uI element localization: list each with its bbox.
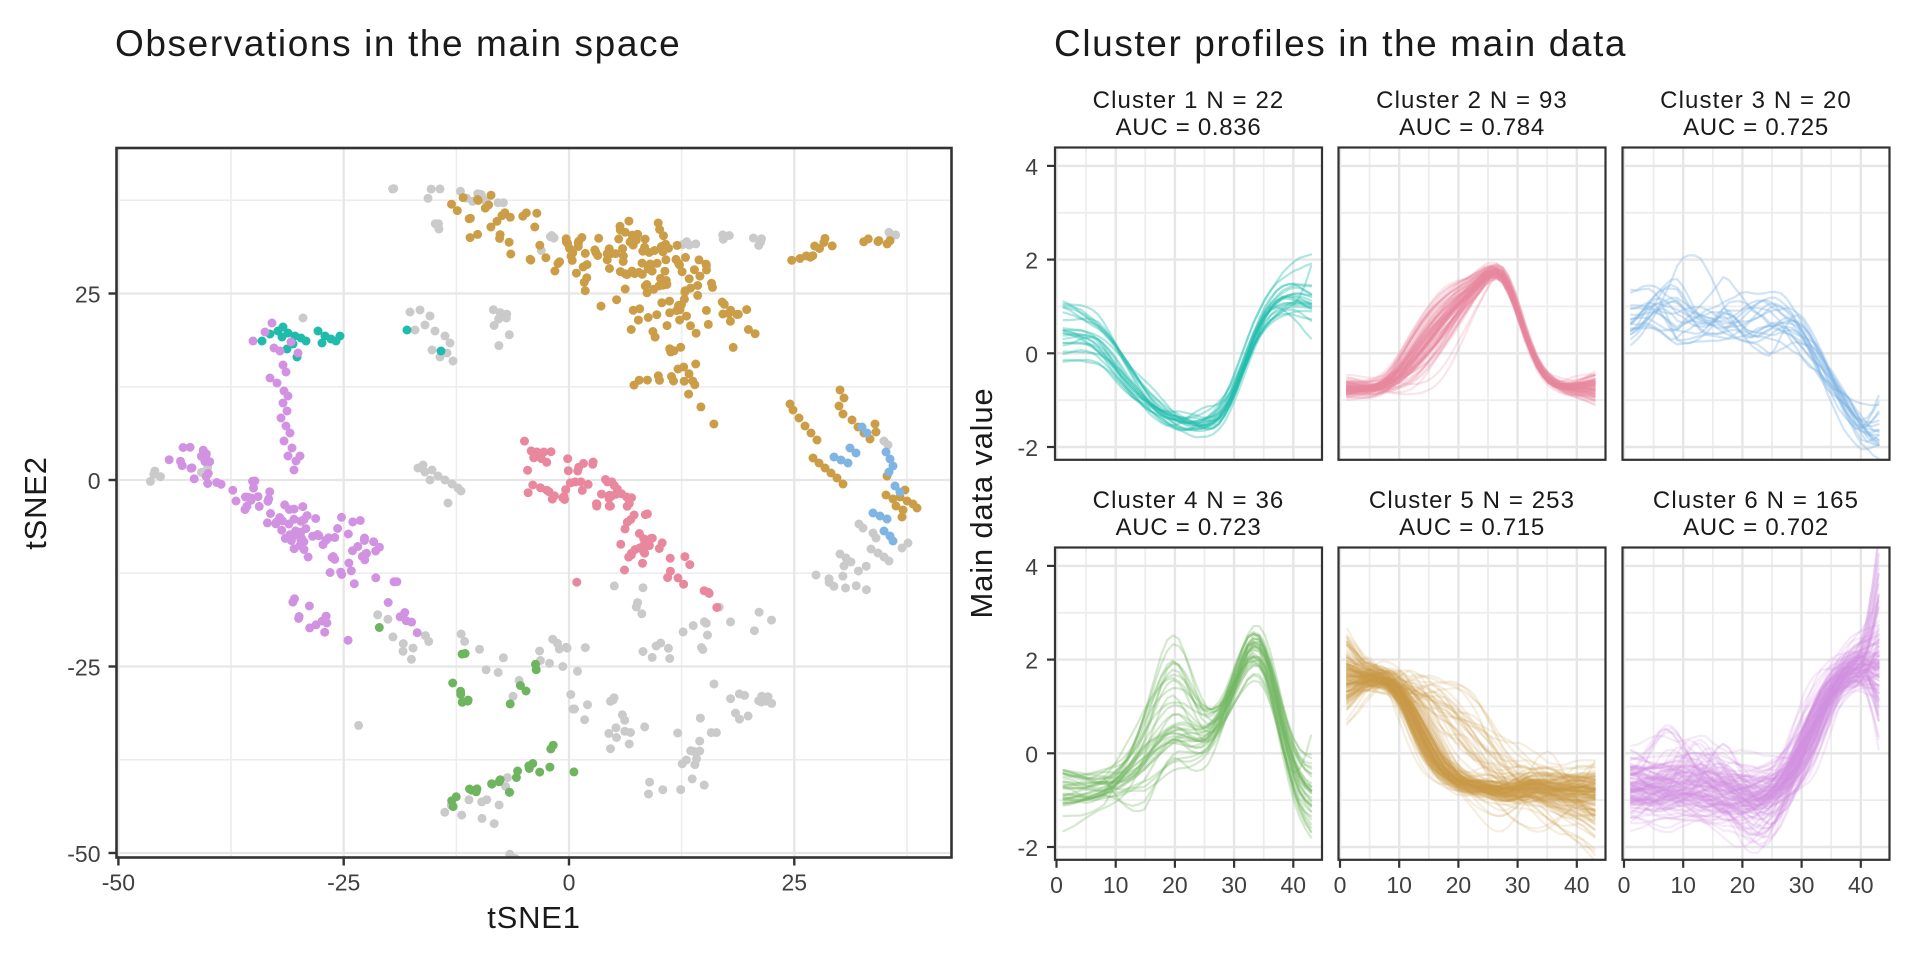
svg-text:tSNE1: tSNE1 xyxy=(487,900,581,935)
svg-text:0: 0 xyxy=(1025,341,1038,367)
svg-text:0: 0 xyxy=(88,468,101,494)
svg-text:4: 4 xyxy=(1025,554,1038,580)
svg-text:Cluster 6 N = 165: Cluster 6 N = 165 xyxy=(1653,487,1859,514)
svg-text:AUC = 0.715: AUC = 0.715 xyxy=(1399,514,1545,541)
svg-text:Cluster 5 N = 253: Cluster 5 N = 253 xyxy=(1369,487,1575,514)
svg-text:25: 25 xyxy=(782,870,808,896)
svg-text:20: 20 xyxy=(1446,872,1472,898)
svg-text:-25: -25 xyxy=(327,870,360,896)
svg-text:Cluster profiles in the main d: Cluster profiles in the main data xyxy=(1054,23,1627,64)
svg-text:10: 10 xyxy=(1386,872,1412,898)
svg-text:Observations in the main space: Observations in the main space xyxy=(115,23,681,64)
svg-text:20: 20 xyxy=(1162,872,1188,898)
svg-text:20: 20 xyxy=(1730,872,1756,898)
svg-text:-50: -50 xyxy=(102,870,135,896)
svg-text:-2: -2 xyxy=(1018,435,1038,461)
svg-text:AUC = 0.723: AUC = 0.723 xyxy=(1116,514,1262,541)
svg-text:-50: -50 xyxy=(67,841,100,867)
svg-text:40: 40 xyxy=(1564,872,1590,898)
svg-text:25: 25 xyxy=(75,282,101,308)
svg-text:AUC = 0.784: AUC = 0.784 xyxy=(1399,114,1545,141)
svg-text:4: 4 xyxy=(1025,154,1038,180)
svg-text:Cluster 3 N = 20: Cluster 3 N = 20 xyxy=(1660,87,1852,114)
svg-text:10: 10 xyxy=(1670,872,1696,898)
svg-text:AUC = 0.836: AUC = 0.836 xyxy=(1116,114,1262,141)
svg-text:0: 0 xyxy=(563,870,576,896)
svg-text:AUC = 0.702: AUC = 0.702 xyxy=(1683,514,1829,541)
svg-text:30: 30 xyxy=(1221,872,1247,898)
svg-text:Cluster 4 N = 36: Cluster 4 N = 36 xyxy=(1093,487,1285,514)
svg-text:0: 0 xyxy=(1334,872,1347,898)
svg-text:0: 0 xyxy=(1618,872,1631,898)
svg-text:-25: -25 xyxy=(67,655,100,681)
svg-text:2: 2 xyxy=(1025,248,1038,274)
svg-text:tSNE2: tSNE2 xyxy=(18,456,53,550)
svg-text:0: 0 xyxy=(1050,872,1063,898)
svg-text:Cluster 2 N = 93: Cluster 2 N = 93 xyxy=(1376,87,1568,114)
svg-text:0: 0 xyxy=(1025,741,1038,767)
svg-text:10: 10 xyxy=(1103,872,1129,898)
svg-text:Cluster 1 N = 22: Cluster 1 N = 22 xyxy=(1093,87,1285,114)
svg-text:-2: -2 xyxy=(1018,835,1038,861)
svg-text:AUC = 0.725: AUC = 0.725 xyxy=(1683,114,1829,141)
svg-text:40: 40 xyxy=(1281,872,1307,898)
svg-text:30: 30 xyxy=(1505,872,1531,898)
svg-text:30: 30 xyxy=(1789,872,1815,898)
svg-text:Main data value: Main data value xyxy=(964,388,999,619)
svg-text:40: 40 xyxy=(1848,872,1874,898)
svg-text:2: 2 xyxy=(1025,648,1038,674)
